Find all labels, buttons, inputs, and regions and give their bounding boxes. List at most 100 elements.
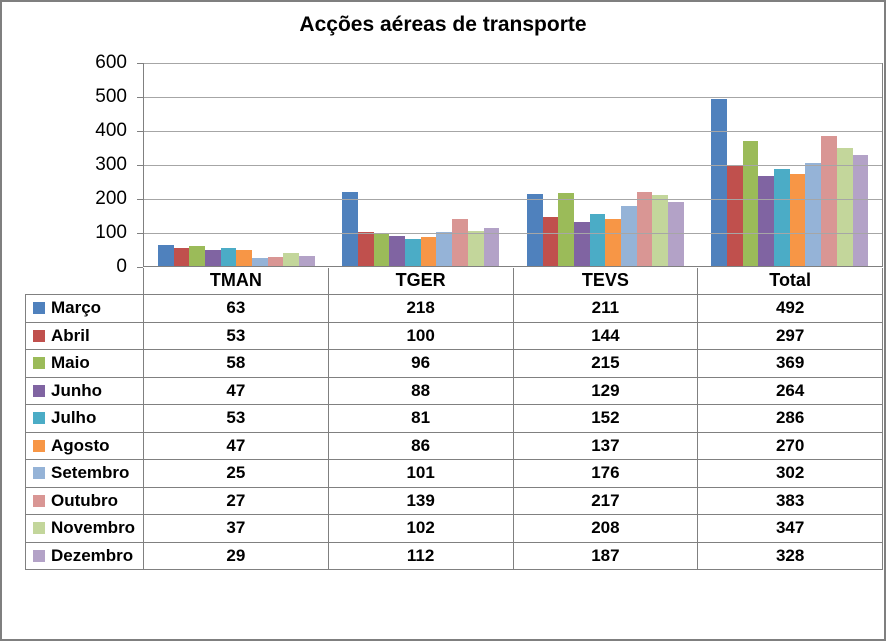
bar-abril-tman[interactable] <box>173 248 190 266</box>
bar-dezembro-tger[interactable] <box>483 227 500 266</box>
bar-abril-tger[interactable] <box>358 232 374 266</box>
bar-setembro-tevs[interactable] <box>620 206 637 266</box>
bar-group-tman <box>144 63 329 266</box>
series-name: Março <box>51 298 102 318</box>
chart-title: Acções aéreas de transporte <box>299 13 587 36</box>
table-row-novembro: Novembro 37 102 208 347 <box>26 515 883 543</box>
y-axis-tick-label: 200 <box>95 188 127 209</box>
category-axis: TMAN TGER TEVS Total <box>143 268 883 294</box>
table-cell-outubro-tman: 27 <box>144 487 329 515</box>
bar-maio-tman[interactable] <box>189 246 205 266</box>
bar-novembro-tevs[interactable] <box>652 195 668 266</box>
table-cell-agosto-total: 270 <box>698 432 883 460</box>
bar-maio-tger[interactable] <box>373 233 390 266</box>
bar-marco-tevs[interactable] <box>526 194 543 266</box>
y-axis-tick-mark <box>137 63 143 64</box>
bar-maio-tevs[interactable] <box>558 192 574 266</box>
bar-junho-total[interactable] <box>758 176 775 266</box>
series-name: Agosto <box>51 435 110 455</box>
y-axis-tick-mark <box>137 165 143 166</box>
bar-julho-total[interactable] <box>774 168 790 266</box>
plot-area <box>143 63 883 267</box>
table-cell-junho-tman: 47 <box>144 377 329 405</box>
bar-julho-tevs[interactable] <box>589 214 606 266</box>
bar-dezembro-tevs[interactable] <box>668 202 684 266</box>
legend-item-julho: Julho <box>26 405 144 433</box>
series-name: Dezembro <box>51 545 134 565</box>
table-cell-novembro-tman: 37 <box>144 515 329 543</box>
legend-key-setembro-icon <box>33 467 45 480</box>
table-cell-dezembro-total: 328 <box>698 542 883 570</box>
bar-setembro-tman[interactable] <box>251 257 268 266</box>
category-label-tger: TGER <box>329 268 514 294</box>
table-cell-outubro-tevs: 217 <box>513 487 699 515</box>
bar-maio-total[interactable] <box>742 140 759 266</box>
bar-julho-tger[interactable] <box>405 238 421 266</box>
bar-junho-tger[interactable] <box>389 236 406 266</box>
table-cell-agosto-tger: 86 <box>328 432 514 460</box>
gridline <box>144 131 882 132</box>
table-cell-junho-tger: 88 <box>328 377 514 405</box>
table-row-maio: Maio 58 96 215 369 <box>26 350 883 378</box>
y-axis-tick-mark <box>137 131 143 132</box>
table-cell-abril-tevs: 144 <box>513 322 699 350</box>
series-name: Junho <box>51 380 102 400</box>
table-cell-novembro-total: 347 <box>698 515 883 543</box>
table-row-agosto: Agosto 47 86 137 270 <box>26 432 883 460</box>
bar-dezembro-tman[interactable] <box>299 256 315 266</box>
category-label-tman: TMAN <box>144 268 329 294</box>
bar-agosto-total[interactable] <box>789 174 806 266</box>
bar-junho-tevs[interactable] <box>573 222 590 266</box>
legend-item-abril: Abril <box>26 322 144 350</box>
bar-julho-tman[interactable] <box>220 248 237 266</box>
bar-group-tevs <box>513 63 698 266</box>
table-row-setembro: Setembro 25 101 176 302 <box>26 460 883 488</box>
category-label-tevs: TEVS <box>514 268 699 294</box>
table-cell-novembro-tevs: 208 <box>513 515 699 543</box>
bar-marco-total[interactable] <box>711 98 727 266</box>
bar-dezembro-total[interactable] <box>852 154 869 266</box>
table-cell-julho-tger: 81 <box>328 405 514 433</box>
bar-junho-tman[interactable] <box>204 250 221 266</box>
y-axis-tick-mark <box>137 199 143 200</box>
y-axis-tick-label: 400 <box>95 120 127 141</box>
table-cell-novembro-tger: 102 <box>328 515 514 543</box>
bar-abril-tevs[interactable] <box>542 217 559 266</box>
legend-item-junho: Junho <box>26 377 144 405</box>
table-cell-maio-total: 369 <box>698 350 883 378</box>
legend-item-outubro: Outubro <box>26 487 144 515</box>
bar-agosto-tger[interactable] <box>420 236 437 266</box>
table-cell-marco-tman: 63 <box>144 295 329 323</box>
legend-item-dezembro: Dezembro <box>26 542 144 570</box>
bar-outubro-total[interactable] <box>821 135 837 266</box>
table-cell-outubro-total: 383 <box>698 487 883 515</box>
table-cell-dezembro-tger: 112 <box>328 542 514 570</box>
y-axis: 600 500 400 300 200 100 0 <box>2 53 143 277</box>
bar-setembro-tger[interactable] <box>436 231 453 266</box>
table-cell-abril-total: 297 <box>698 322 883 350</box>
bar-novembro-tger[interactable] <box>467 231 484 266</box>
series-name: Abril <box>51 325 90 345</box>
bar-outubro-tger[interactable] <box>452 218 468 266</box>
bar-marco-tger[interactable] <box>342 191 358 266</box>
gridline <box>144 199 882 200</box>
bar-novembro-tman[interactable] <box>283 253 299 266</box>
bar-agosto-tman[interactable] <box>236 250 252 266</box>
table-row-outubro: Outubro 27 139 217 383 <box>26 487 883 515</box>
bar-outubro-tman[interactable] <box>267 256 284 266</box>
table-cell-marco-tger: 218 <box>328 295 514 323</box>
table-cell-julho-tevs: 152 <box>513 405 699 433</box>
y-axis-tick-mark <box>137 233 143 234</box>
table-cell-julho-total: 286 <box>698 405 883 433</box>
table-cell-agosto-tevs: 137 <box>513 432 699 460</box>
bar-abril-total[interactable] <box>727 165 743 266</box>
bar-marco-tman[interactable] <box>157 244 174 266</box>
table-cell-outubro-tger: 139 <box>328 487 514 515</box>
bar-novembro-total[interactable] <box>836 148 853 266</box>
bar-agosto-tevs[interactable] <box>605 219 621 266</box>
legend-item-novembro: Novembro <box>26 515 144 543</box>
table-row-junho: Junho 47 88 129 264 <box>26 377 883 405</box>
bar-setembro-total[interactable] <box>805 163 822 266</box>
bar-outubro-tevs[interactable] <box>636 192 653 266</box>
